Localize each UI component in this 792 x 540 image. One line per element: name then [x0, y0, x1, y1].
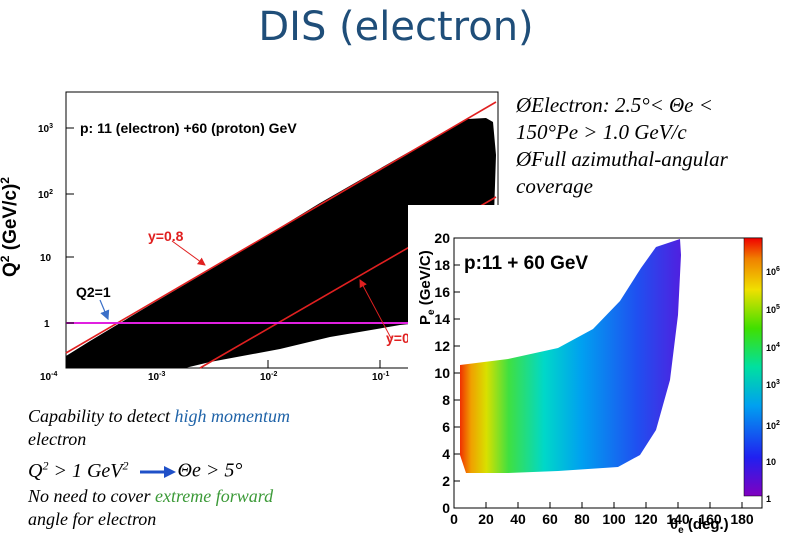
right-ytick-label: 12: [434, 338, 450, 354]
right-ytick-label: 10: [434, 365, 450, 381]
bullet-azimuthal: ØFull azimuthal-angular: [516, 147, 728, 171]
slide-title: DIS (electron): [258, 4, 534, 50]
capability-line4: No need to cover extreme forward: [28, 485, 418, 508]
y08-line: [65, 101, 497, 354]
right-xtick-label: 120: [634, 511, 658, 527]
zscale-label: 103: [766, 379, 780, 390]
right-ytick-label: 2: [442, 473, 450, 489]
right-y-ticks: 0 2 4 6 8 10 12 14 16 18 20: [434, 230, 460, 516]
right-xtick-label: 0: [450, 511, 458, 527]
left-x-ticks: [65, 360, 381, 368]
y08-annotation: y=0.8: [148, 228, 184, 244]
bullet-electron-angle: ØElectron: 2.5°< Θe <: [516, 93, 713, 117]
right-ytick-label: 6: [442, 419, 450, 435]
color-scale-labels: 1 10 102 103 104 105 106: [766, 266, 780, 504]
left-ytick-label: 1: [44, 319, 50, 330]
right-ytick-label: 20: [434, 230, 450, 246]
q2-arrow: [99, 299, 110, 321]
right-ytick-label: 4: [442, 446, 450, 462]
extreme-forward-highlight: extreme forward: [154, 485, 274, 506]
y0-arrow: [359, 279, 393, 341]
left-ytick-label: 102: [38, 189, 53, 201]
left-plot-title: p: 11 (electron) +60 (proton) GeV: [80, 120, 297, 136]
color-scale-bar: [743, 237, 763, 497]
right-plot-title: p:11 + 60 GeV: [464, 253, 588, 274]
capability-line5: angle for electron: [28, 508, 157, 529]
right-xtick-label: 100: [602, 511, 626, 527]
right-xtick-label: 20: [478, 511, 494, 527]
left-xtick-label: 10-1: [372, 371, 389, 383]
no-need-prefix: No need to cover: [28, 485, 155, 506]
left-xtick-label: 10-4: [40, 371, 57, 383]
right-xtick-label: 140: [666, 511, 690, 527]
capability-condition-line: Q2 > 1 GeV2 Θe > 5°: [28, 451, 418, 485]
capability-prefix: Capability to detect: [28, 406, 175, 426]
implies-arrow-icon: [139, 466, 176, 479]
zscale-label: 10: [766, 457, 776, 467]
capability-line2: electron: [28, 429, 87, 449]
right-xtick-label: 80: [574, 511, 590, 527]
right-xlabel: θe (deg.): [670, 516, 729, 536]
momentum-acceptance-region: [460, 239, 681, 473]
y08-arrow: [171, 240, 206, 266]
right-ylabel: Pe (GeV/C): [417, 250, 437, 325]
q2-condition: Q2 > 1 GeV2: [28, 458, 129, 482]
y0-annotation: y=0: [386, 330, 410, 346]
right-ytick-label: 18: [434, 257, 450, 273]
right-ytick-label: 8: [442, 392, 450, 408]
q2-annotation: Q2=1: [76, 284, 111, 300]
zscale-label: 105: [766, 304, 780, 315]
capability-text: Capability to detect high momentum elect…: [28, 405, 418, 531]
kinematic-region: [66, 118, 496, 368]
bullet-momentum: 150°Pe > 1.0 GeV/c: [516, 120, 687, 144]
high-momentum-highlight: high momentum: [174, 406, 290, 426]
capability-line1: Capability to detect high momentum: [28, 405, 418, 428]
right-xtick-label: 40: [510, 511, 526, 527]
right-ytick-label: 14: [434, 311, 450, 327]
left-xtick-label: 10-3: [148, 371, 165, 383]
zscale-label: 106: [766, 266, 780, 277]
right-x-ticks: 0 20 40 60 80 100 120 140 160 180: [450, 502, 754, 527]
bullet-coverage: coverage: [516, 174, 593, 198]
bullet-list: ØElectron: 2.5°< Θe < 150°Pe > 1.0 GeV/c…: [516, 92, 788, 200]
zscale-label: 102: [766, 420, 780, 431]
left-ylabel: Q2 (GeV/c)2: [0, 177, 21, 277]
theta-condition: Θe > 5°: [177, 459, 243, 482]
left-ytick-label: 103: [38, 123, 53, 135]
right-ytick-label: 16: [434, 284, 450, 300]
left-y-ticks: [66, 127, 74, 324]
left-ytick-label: 10: [40, 253, 52, 264]
right-title-box: [460, 249, 612, 275]
right-ytick-label: 0: [442, 500, 450, 516]
right-xtick-label: 160: [698, 511, 722, 527]
left-xtick-label: 10-2: [260, 371, 277, 383]
zscale-label: 104: [766, 342, 780, 353]
right-xtick-label: 60: [542, 511, 558, 527]
zscale-label: 1: [766, 494, 771, 504]
right-xtick-label: 180: [730, 511, 754, 527]
